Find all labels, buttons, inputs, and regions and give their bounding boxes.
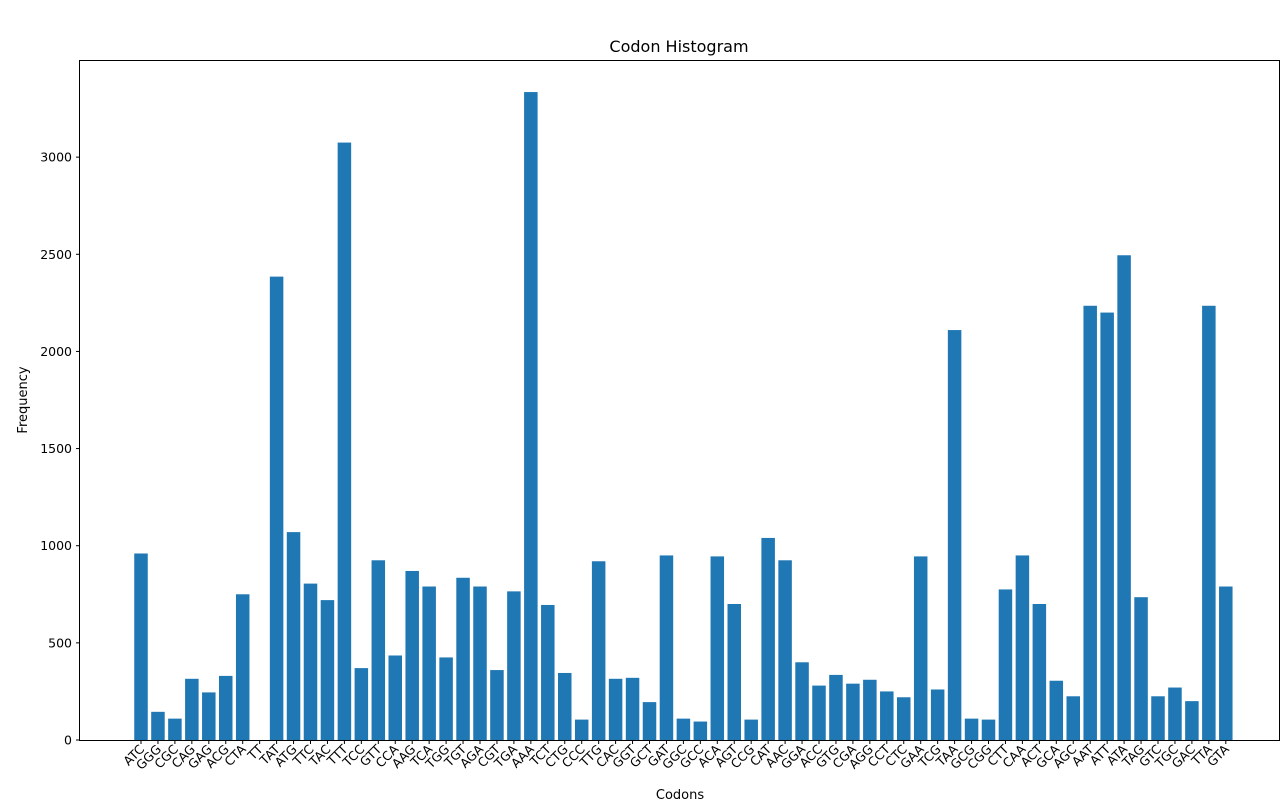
bar <box>558 672 572 740</box>
bar <box>829 674 843 740</box>
bar <box>1134 597 1148 740</box>
bar <box>812 685 826 740</box>
y-axis-ticks: 0 500 1000 1500 2000 2500 3000 <box>40 150 80 748</box>
bar <box>219 675 233 740</box>
bar <box>1185 701 1199 740</box>
y-tick-label: 500 <box>48 635 72 650</box>
bar <box>354 668 369 740</box>
bar <box>1202 305 1216 740</box>
bar <box>337 142 352 740</box>
x-tick-label: CTA <box>221 741 249 769</box>
y-axis-label: Frequency <box>16 366 31 433</box>
y-tick-label: 2500 <box>40 247 72 262</box>
bar <box>1151 696 1165 740</box>
bar <box>1083 305 1097 740</box>
bar <box>524 92 538 740</box>
bar <box>202 692 216 740</box>
bar <box>1117 255 1131 740</box>
bar <box>286 532 301 740</box>
bar <box>456 577 470 740</box>
bar <box>930 689 945 740</box>
bar <box>863 679 877 740</box>
bar <box>998 589 1013 740</box>
bar <box>744 719 758 740</box>
bar <box>388 655 402 740</box>
bar <box>846 683 860 740</box>
bar <box>947 330 962 740</box>
bar <box>1032 604 1047 740</box>
bar <box>422 586 436 740</box>
bar <box>778 560 792 740</box>
bar-series <box>134 92 1233 740</box>
bar <box>439 657 453 740</box>
bar <box>134 553 148 740</box>
bar <box>405 570 419 740</box>
y-tick-label: 2000 <box>40 344 72 359</box>
bar <box>761 537 775 740</box>
y-tick-label: 3000 <box>40 150 72 165</box>
bar <box>541 604 555 740</box>
bar <box>1100 312 1114 740</box>
bar <box>625 677 640 740</box>
bar <box>303 583 318 740</box>
bar <box>693 721 708 740</box>
bar <box>185 678 199 740</box>
bar <box>168 718 182 740</box>
y-tick-label: 1500 <box>40 441 72 456</box>
x-axis-label: Codons <box>656 788 704 803</box>
bar <box>473 586 487 740</box>
bar <box>1015 555 1030 740</box>
bar <box>1049 680 1064 740</box>
bar <box>490 670 504 740</box>
x-axis-ticks: ATCGGGCGCCAGGAGACGCTATTTATATGTTCTACTTTTC… <box>120 740 1232 773</box>
plot-frame <box>79 60 1280 741</box>
bar <box>1219 586 1233 740</box>
bar <box>591 561 606 740</box>
bar <box>642 702 657 740</box>
bar <box>235 594 250 740</box>
bar <box>710 556 725 740</box>
y-tick-label: 1000 <box>40 538 72 553</box>
bar <box>981 719 996 740</box>
bar <box>151 711 165 740</box>
bar <box>964 718 979 740</box>
bar <box>507 591 521 740</box>
bar <box>727 604 741 740</box>
bar <box>897 697 911 740</box>
bar <box>913 556 928 740</box>
bar <box>795 662 809 740</box>
bar <box>659 555 674 740</box>
bar <box>1168 687 1182 740</box>
y-tick-label: 0 <box>64 733 72 748</box>
bar <box>676 718 691 740</box>
bar <box>608 678 623 740</box>
chart-title: Codon Histogram <box>609 37 748 56</box>
bar <box>574 719 589 740</box>
bar <box>880 691 894 740</box>
bar <box>320 600 335 740</box>
bar <box>1066 696 1080 740</box>
bar <box>269 276 284 740</box>
bar <box>371 560 386 740</box>
